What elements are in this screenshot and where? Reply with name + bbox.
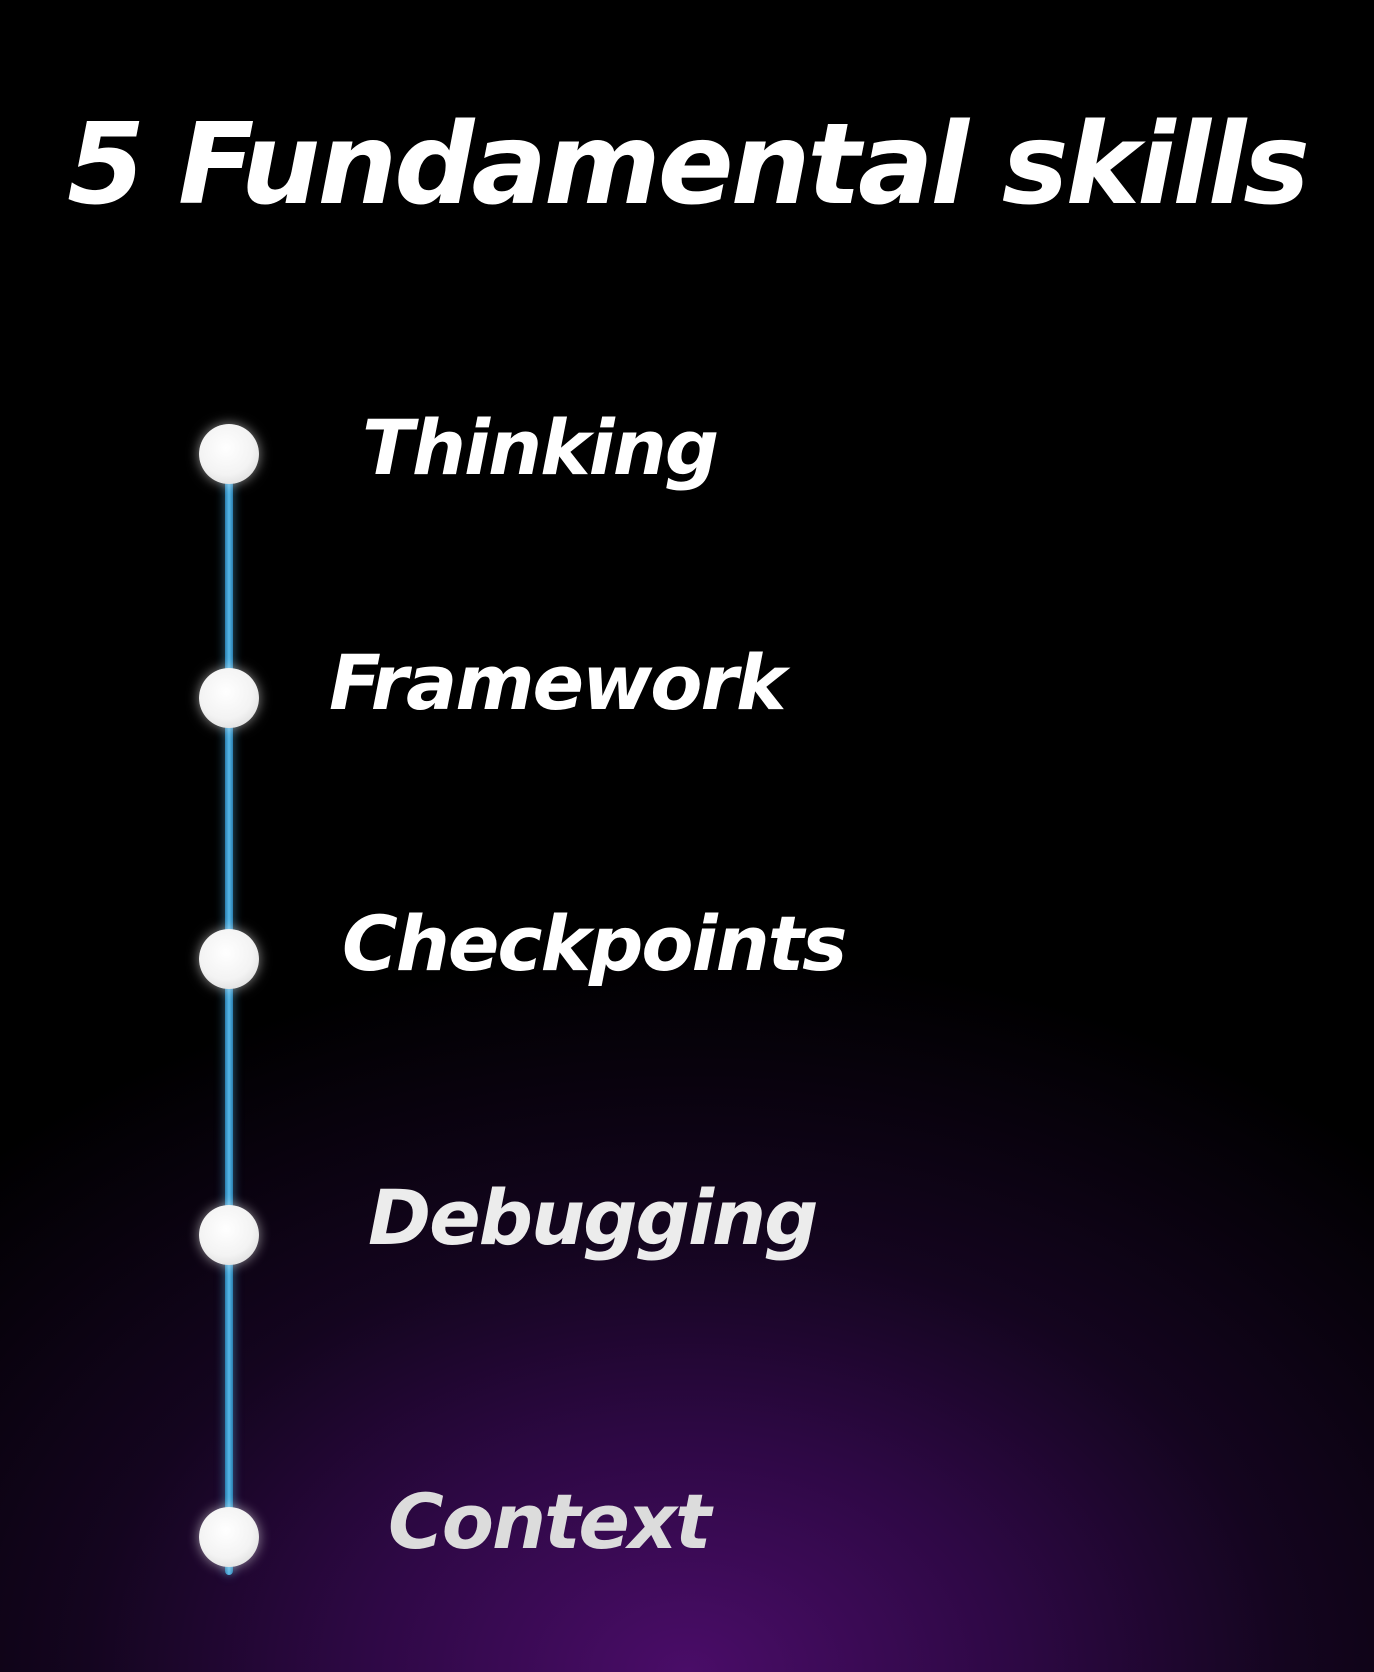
skill-label-framework: Framework <box>329 638 787 727</box>
timeline-node-checkpoints <box>199 929 259 989</box>
timeline-node-framework <box>199 668 259 728</box>
skill-label-debugging: Debugging <box>368 1173 819 1262</box>
timeline-line <box>225 455 233 1575</box>
timeline-node-context <box>199 1507 259 1567</box>
skill-label-context: Context <box>388 1477 711 1566</box>
timeline-node-thinking <box>199 424 259 484</box>
skill-label-thinking: Thinking <box>362 403 719 492</box>
skill-label-checkpoints: Checkpoints <box>342 899 847 988</box>
timeline-node-debugging <box>199 1205 259 1265</box>
slide-title: 5 Fundamental skills <box>67 100 1310 230</box>
